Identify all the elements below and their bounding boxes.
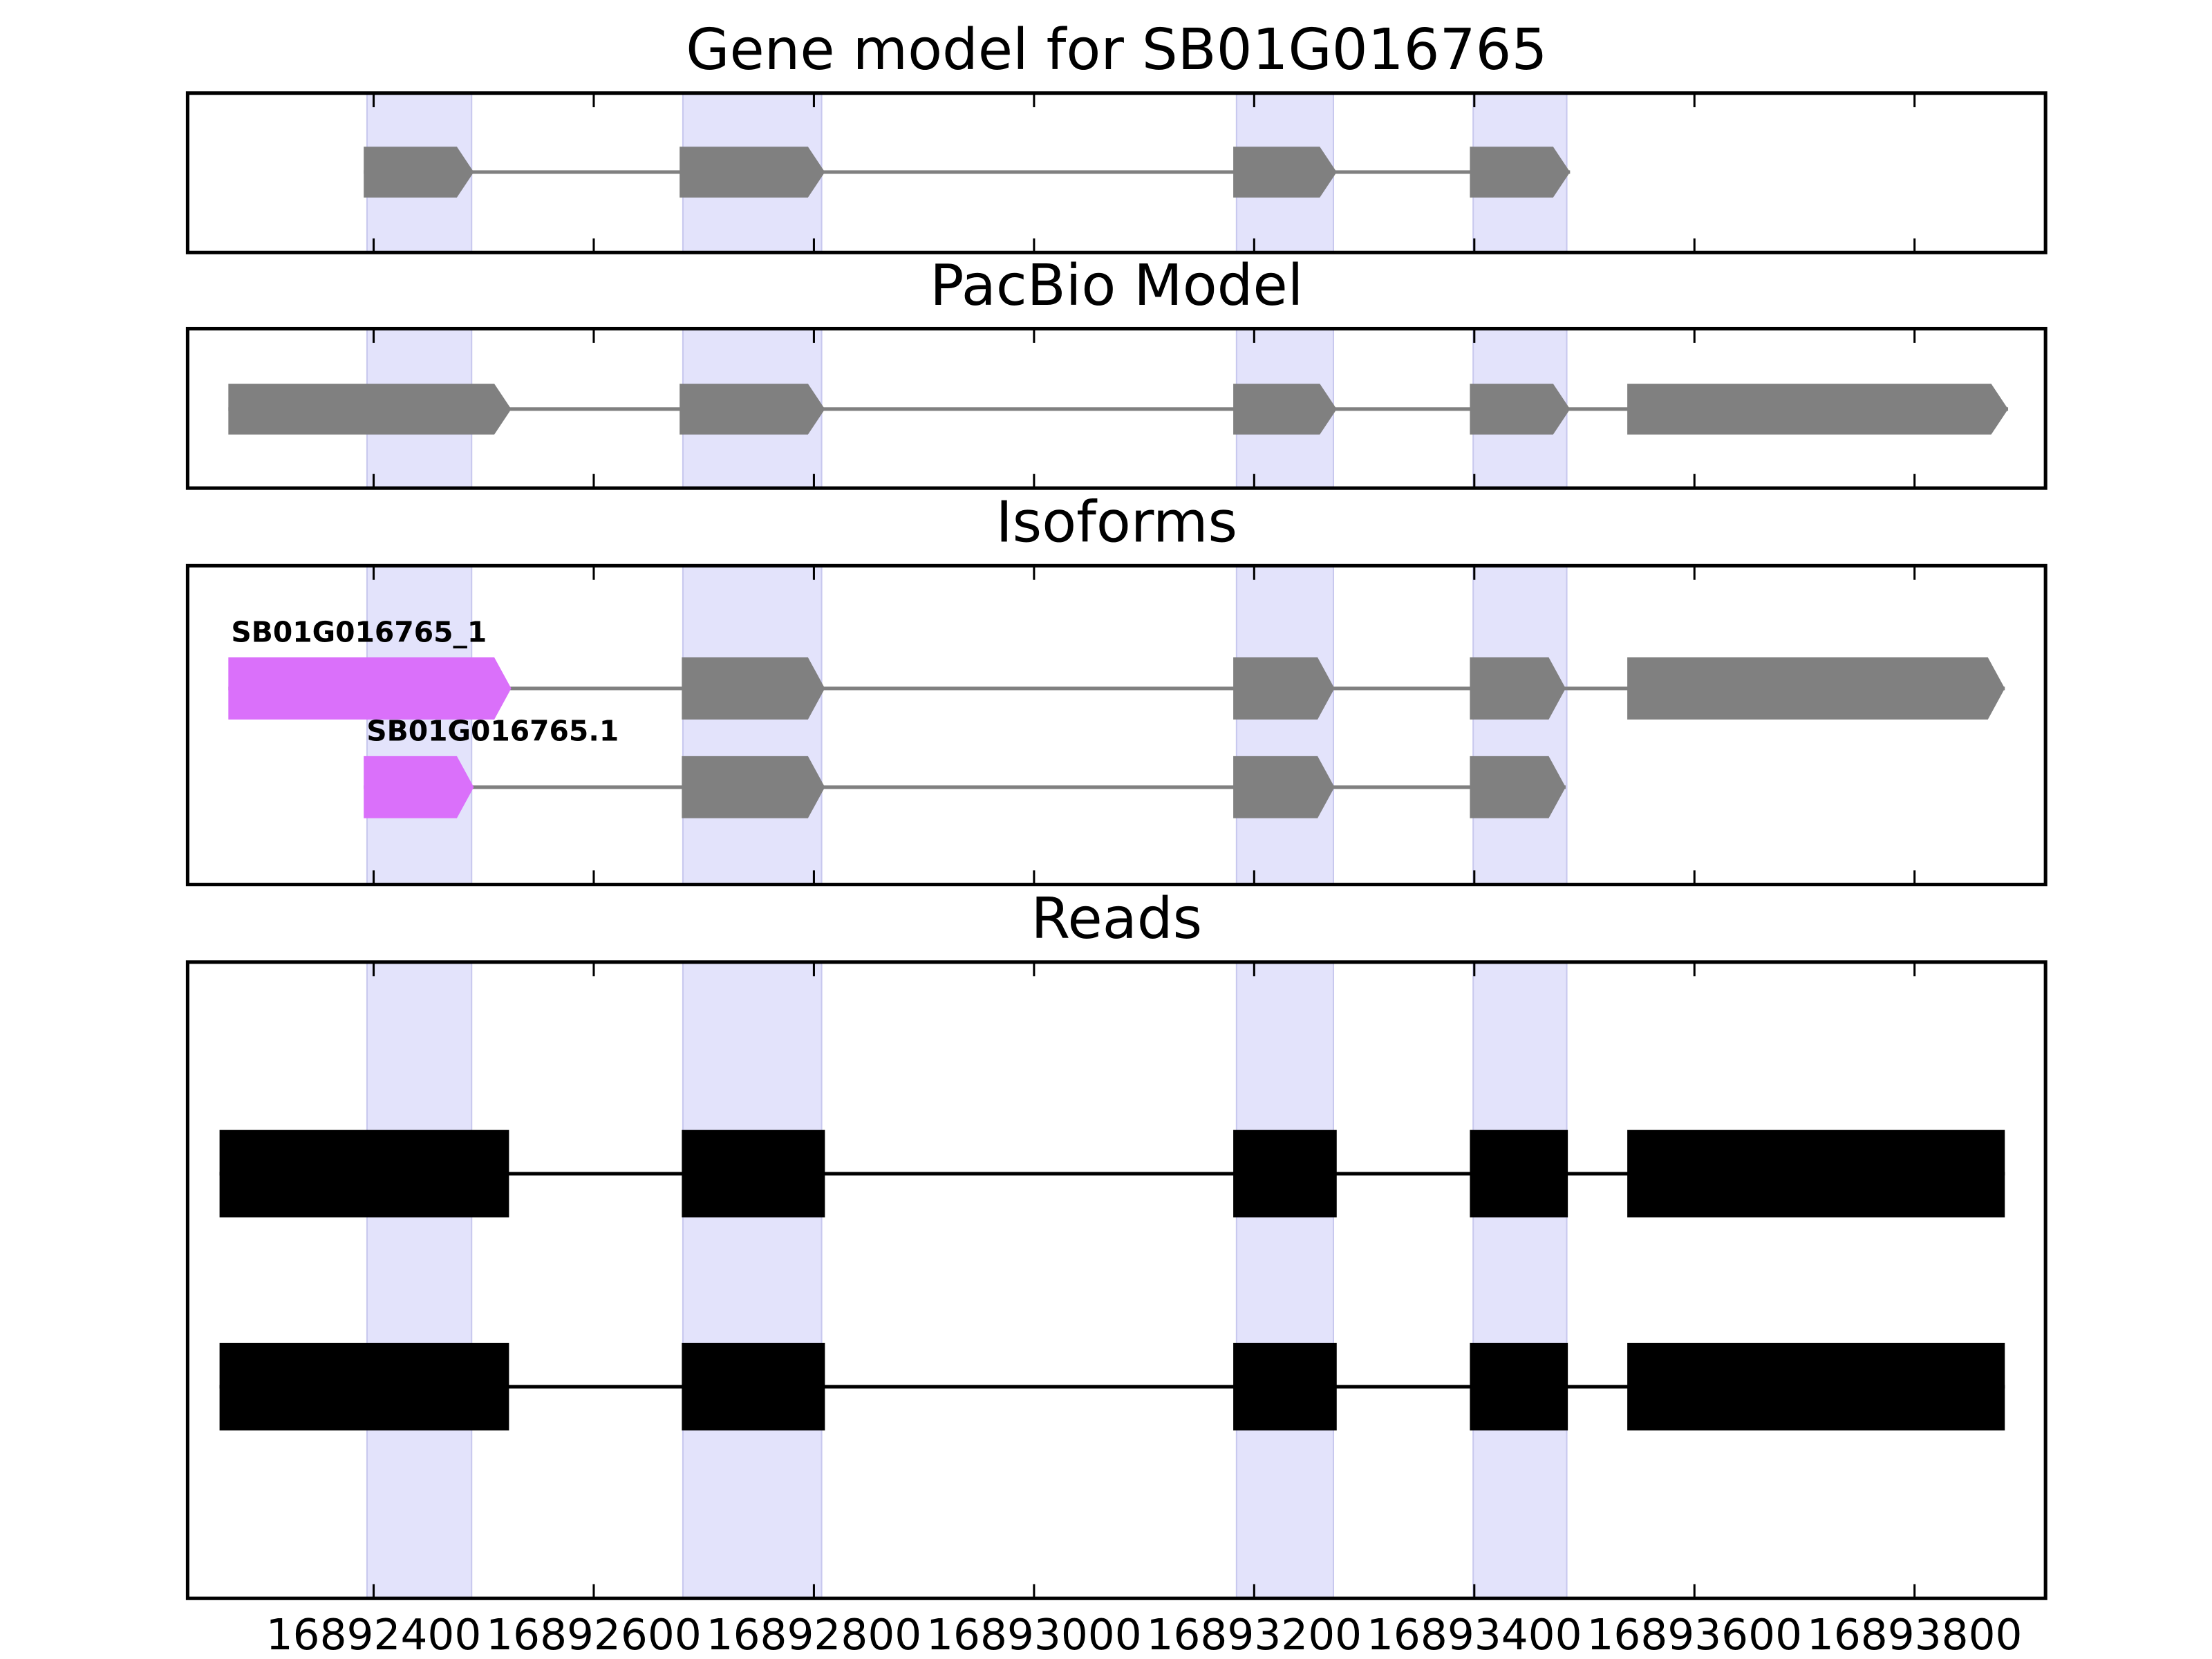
- exon: [1627, 657, 2005, 720]
- panel-frame: [185, 563, 2047, 887]
- exon: [1233, 1342, 1337, 1431]
- exon: [1233, 756, 1335, 818]
- highlight: [366, 961, 473, 1600]
- exon: [682, 756, 825, 818]
- x-tick-label: 16892800: [706, 1611, 922, 1659]
- isoform-label: SB01G016765_1: [231, 616, 487, 649]
- highlight: [682, 961, 823, 1600]
- x-tick-label: 16892600: [486, 1611, 702, 1659]
- exon: [682, 657, 825, 720]
- exon: [228, 657, 512, 720]
- exon: [679, 147, 825, 198]
- x-tick-label: 16893600: [1586, 1611, 1802, 1659]
- exon: [1233, 147, 1337, 198]
- panel-title: PacBio Model: [930, 253, 1303, 319]
- exon: [682, 1130, 825, 1218]
- exon: [1233, 1130, 1337, 1218]
- exon: [679, 384, 825, 435]
- highlight: [1235, 565, 1335, 885]
- exon: [1470, 1342, 1568, 1431]
- highlight: [682, 565, 823, 885]
- exon: [1470, 657, 1566, 720]
- exon: [228, 384, 512, 435]
- exon: [219, 1342, 509, 1431]
- highlight: [1235, 961, 1335, 1600]
- panel-frame: [185, 960, 2047, 1600]
- panel-frame: [185, 91, 2047, 254]
- x-tick-label: 16893000: [926, 1611, 1142, 1659]
- isoform-label: SB01G016765.1: [366, 714, 619, 747]
- highlight: [1472, 961, 1568, 1600]
- exon: [1627, 384, 2009, 435]
- exon: [364, 756, 474, 818]
- exon: [1627, 1342, 2005, 1431]
- x-tick-label: 16892400: [266, 1611, 482, 1659]
- exon: [1470, 756, 1566, 818]
- x-tick-label: 16893800: [1807, 1611, 2023, 1659]
- panel-frame: [185, 326, 2047, 490]
- exon: [219, 1130, 509, 1218]
- exon: [1233, 384, 1337, 435]
- exon: [1233, 657, 1335, 720]
- exon: [1470, 384, 1571, 435]
- panel-title: Reads: [1031, 886, 1202, 952]
- highlight: [1472, 565, 1568, 885]
- highlight: [366, 565, 473, 885]
- exon: [1470, 1130, 1568, 1218]
- exon: [364, 147, 474, 198]
- exon: [682, 1342, 825, 1431]
- exon: [1470, 147, 1571, 198]
- panel-title: Isoforms: [996, 490, 1237, 556]
- x-tick-label: 16893400: [1367, 1611, 1582, 1659]
- exon: [1627, 1130, 2005, 1218]
- panel-title: Gene model for SB01G016765: [686, 17, 1547, 83]
- x-tick-label: 16893200: [1147, 1611, 1362, 1659]
